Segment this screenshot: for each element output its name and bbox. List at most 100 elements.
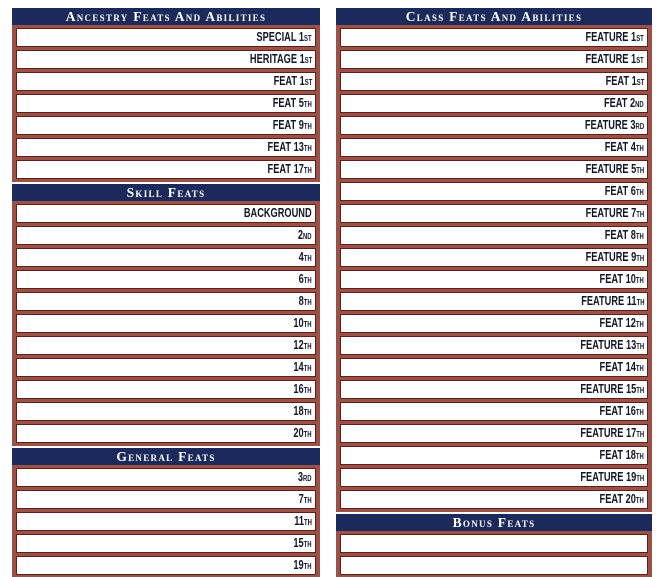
feat-slot-row[interactable]: FEAT 1ST [340, 72, 648, 91]
feat-slot-row[interactable]: SPECIAL 1ST [16, 28, 316, 47]
feat-slot-row[interactable]: 7TH [16, 490, 316, 509]
feat-slot-label: 14TH [293, 360, 312, 375]
bonus-feats-section: Bonus Feats [336, 514, 652, 577]
left-column: Ancestry Feats And Abilities SPECIAL 1ST… [12, 8, 320, 577]
feat-slot-row[interactable]: BACKGROUND [16, 204, 316, 223]
feat-slot-label: FEATURE 5TH [585, 162, 644, 177]
feat-slot-row[interactable]: 20TH [16, 424, 316, 443]
feat-slot-row[interactable]: FEAT 10TH [340, 270, 648, 289]
feat-slot-row[interactable]: FEATURE 11TH [340, 292, 648, 311]
feat-slot-label: FEATURE 1ST [585, 52, 644, 67]
feat-slot-row[interactable]: FEATURE 9TH [340, 248, 648, 267]
feat-slot-label: FEATURE 13TH [580, 338, 644, 353]
feat-slot-row[interactable] [340, 556, 648, 575]
feat-slot-row[interactable]: FEAT 6TH [340, 182, 648, 201]
feat-slot-label: 20TH [293, 426, 312, 441]
feat-slot-row[interactable]: FEAT 12TH [340, 314, 648, 333]
ancestry-section-title: Ancestry Feats And Abilities [12, 8, 320, 25]
feat-slot-row[interactable]: FEAT 14TH [340, 358, 648, 377]
skill-feats-section: Skill Feats BACKGROUND 2ND 4TH [12, 184, 320, 446]
ancestry-feat-slots: SPECIAL 1ST HERITAGE 1ST FEAT 1ST FEAT 5… [12, 25, 320, 182]
feat-slot-label: FEATURE 1ST [585, 30, 644, 45]
feat-slot-label: FEAT 4TH [604, 140, 644, 155]
feat-slot-row[interactable]: FEAT 9TH [16, 116, 316, 135]
feat-slot-row[interactable]: FEAT 18TH [340, 446, 648, 465]
feat-slot-row[interactable]: HERITAGE 1ST [16, 50, 316, 69]
feat-slot-label: FEAT 14TH [599, 360, 644, 375]
feat-slot-row[interactable]: 19TH [16, 556, 316, 575]
feat-slot-row[interactable]: 11TH [16, 512, 316, 531]
class-feat-slots: FEATURE 1ST FEATURE 1ST FEAT 1ST FEAT 2N… [336, 25, 652, 512]
feat-slot-row[interactable]: FEATURE 13TH [340, 336, 648, 355]
skill-feat-slots: BACKGROUND 2ND 4TH 6TH 8TH [12, 201, 320, 446]
feat-slot-row[interactable]: 15TH [16, 534, 316, 553]
feat-slot-row[interactable]: FEATURE 7TH [340, 204, 648, 223]
feat-slot-label: FEATURE 7TH [585, 206, 644, 221]
feat-slot-row[interactable]: FEAT 8TH [340, 226, 648, 245]
feat-slot-row[interactable]: 4TH [16, 248, 316, 267]
feat-slot-label: FEATURE 15TH [580, 382, 644, 397]
feat-slot-label: FEAT 1ST [605, 74, 644, 89]
ancestry-feats-section: Ancestry Feats And Abilities SPECIAL 1ST… [12, 8, 320, 182]
feat-slot-row[interactable]: FEATURE 1ST [340, 28, 648, 47]
feat-slot-label: 16TH [293, 382, 312, 397]
feat-slot-row[interactable]: FEAT 5TH [16, 94, 316, 113]
feat-slot-label: FEATURE 17TH [580, 426, 644, 441]
feat-slot-row[interactable]: 8TH [16, 292, 316, 311]
feat-slot-label: FEAT 10TH [599, 272, 644, 287]
feat-slot-row[interactable]: 6TH [16, 270, 316, 289]
feat-slot-label: FEATURE 9TH [585, 250, 644, 265]
right-column: Class Feats And Abilities FEATURE 1ST FE… [336, 8, 652, 577]
feat-slot-label: FEAT 6TH [604, 184, 644, 199]
feat-slot-label: 11TH [294, 514, 312, 529]
feat-slot-row[interactable]: 14TH [16, 358, 316, 377]
feat-slot-label: 18TH [293, 404, 312, 419]
feat-slot-label: 19TH [293, 558, 312, 573]
feat-slot-label: 2ND [298, 228, 312, 243]
feat-slot-row[interactable]: FEAT 1ST [16, 72, 316, 91]
feat-slot-row[interactable]: FEATURE 15TH [340, 380, 648, 399]
feat-slot-label: FEAT 18TH [599, 448, 644, 463]
feat-slot-row[interactable]: 2ND [16, 226, 316, 245]
feat-slot-row[interactable]: 10TH [16, 314, 316, 333]
feat-slot-label: 12TH [293, 338, 312, 353]
feat-slot-row[interactable]: FEATURE 17TH [340, 424, 648, 443]
feat-slot-label: SPECIAL 1ST [256, 30, 312, 45]
feat-slot-row[interactable]: FEAT 4TH [340, 138, 648, 157]
feat-slot-row[interactable]: FEAT 17TH [16, 160, 316, 179]
feat-slot-label: FEAT 16TH [599, 404, 644, 419]
feat-slot-row[interactable]: FEATURE 3RD [340, 116, 648, 135]
feat-slot-row[interactable]: 18TH [16, 402, 316, 421]
feat-slot-label: FEAT 8TH [604, 228, 644, 243]
feat-slot-label: FEAT 17TH [267, 162, 312, 177]
feat-slot-label: FEAT 2ND [604, 96, 644, 111]
feat-slot-label: HERITAGE 1ST [249, 52, 312, 67]
feat-slot-row[interactable]: FEAT 2ND [340, 94, 648, 113]
feat-slot-label: FEAT 5TH [272, 96, 312, 111]
feat-slot-row[interactable]: 12TH [16, 336, 316, 355]
feat-slot-label: FEATURE 3RD [584, 118, 644, 133]
feat-slot-row[interactable]: 3RD [16, 468, 316, 487]
feat-slot-label: BACKGROUND [244, 206, 312, 221]
feat-slot-row[interactable]: FEATURE 1ST [340, 50, 648, 69]
feat-slot-row[interactable]: FEATURE 5TH [340, 160, 648, 179]
feat-slot-label: FEATURE 19TH [580, 470, 644, 485]
class-section-title: Class Feats And Abilities [336, 8, 652, 25]
feat-slot-label: 8TH [298, 294, 312, 309]
feat-slot-row[interactable]: FEATURE 19TH [340, 468, 648, 487]
skill-section-title: Skill Feats [12, 184, 320, 201]
feat-slot-label: 15TH [293, 536, 312, 551]
feat-slot-row[interactable]: 16TH [16, 380, 316, 399]
feat-slot-label: FEAT 13TH [267, 140, 312, 155]
bonus-section-title: Bonus Feats [336, 514, 652, 531]
feat-slot-row[interactable] [340, 534, 648, 553]
feat-slot-label: 7TH [298, 492, 312, 507]
feat-slot-label: 4TH [298, 250, 312, 265]
general-feats-section: General Feats 3RD 7TH 11TH [12, 448, 320, 577]
general-section-title: General Feats [12, 448, 320, 465]
feat-slot-row[interactable]: FEAT 20TH [340, 490, 648, 509]
feat-slot-row[interactable]: FEAT 16TH [340, 402, 648, 421]
feat-slot-row[interactable]: FEAT 13TH [16, 138, 316, 157]
class-feats-section: Class Feats And Abilities FEATURE 1ST FE… [336, 8, 652, 512]
